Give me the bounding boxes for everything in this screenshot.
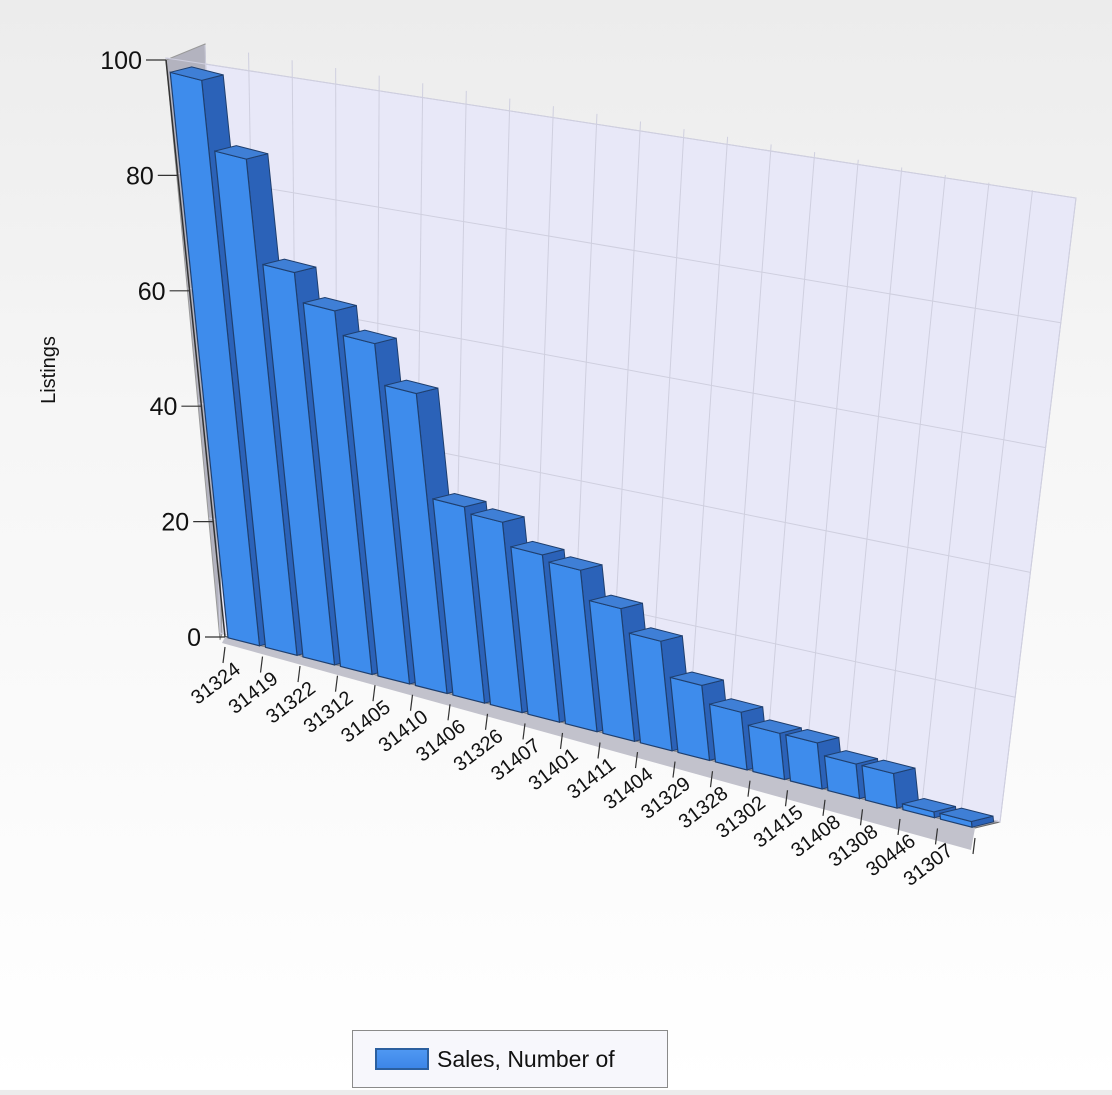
- y-axis-line: [165, 59, 226, 638]
- legend-label: Sales, Number of: [437, 1045, 615, 1072]
- x-tick: [934, 828, 939, 845]
- gridline-v: [882, 174, 946, 794]
- bar-top: [343, 329, 397, 345]
- bar-top: [902, 797, 956, 813]
- x-tick: [222, 646, 226, 664]
- gridline-v: [804, 159, 859, 775]
- x-tick: [334, 675, 339, 692]
- bar-top: [470, 508, 525, 523]
- x-tick: [634, 751, 639, 769]
- x-tick: [747, 780, 751, 797]
- gridline-v: [960, 190, 1033, 813]
- y-tick-label: 40: [150, 393, 178, 421]
- x-tick: [409, 694, 414, 711]
- x-tick: [709, 771, 714, 788]
- gridline-v: [765, 152, 816, 766]
- x-tick: [259, 656, 264, 673]
- x-tick: [597, 742, 601, 759]
- x-tick: [822, 799, 826, 816]
- x-tick: [447, 704, 451, 721]
- bar-top: [824, 750, 878, 765]
- legend-swatch: [375, 1048, 429, 1070]
- bar-top: [303, 296, 357, 312]
- y-tick-label: 0: [187, 624, 201, 652]
- x-tick: [784, 790, 789, 807]
- x-tick: [372, 685, 376, 702]
- y-tick-label: 80: [126, 162, 154, 190]
- bar-top: [214, 145, 268, 160]
- bar-top: [785, 728, 839, 744]
- bar-top: [861, 759, 916, 775]
- x-tick: [859, 809, 864, 826]
- x-tick: [972, 837, 976, 855]
- x-tick: [522, 723, 526, 740]
- x-tick: [672, 761, 676, 778]
- bar-top: [670, 671, 724, 686]
- bar-top: [589, 594, 643, 610]
- gridline-v: [999, 197, 1077, 823]
- gridline-v: [726, 144, 772, 756]
- gridline-v: [687, 136, 729, 747]
- bar-top: [709, 698, 763, 713]
- bar-top: [510, 540, 565, 556]
- bar-top: [262, 258, 317, 274]
- bar: [708, 703, 748, 771]
- legend: Sales, Number of: [352, 1030, 668, 1088]
- x-tick: [297, 666, 301, 683]
- bar-top: [548, 556, 603, 571]
- bar-top: [629, 627, 683, 642]
- bar-top: [939, 807, 994, 823]
- y-axis-title: Listings: [38, 336, 60, 404]
- gridline-v: [843, 167, 903, 785]
- x-tick: [559, 732, 564, 750]
- gridline-h: [165, 57, 1077, 199]
- bar-top: [432, 492, 487, 508]
- y-tick-label: 100: [100, 47, 142, 75]
- gridline-h: [176, 172, 1061, 324]
- gridline-v: [921, 182, 990, 804]
- bar-top: [170, 66, 224, 81]
- bar-top: [748, 719, 802, 734]
- y-tick-label: 20: [161, 509, 189, 537]
- x-tick: [897, 818, 901, 835]
- y-tick-label: 60: [138, 278, 166, 306]
- x-tick: [484, 713, 489, 730]
- bar-top: [384, 379, 439, 395]
